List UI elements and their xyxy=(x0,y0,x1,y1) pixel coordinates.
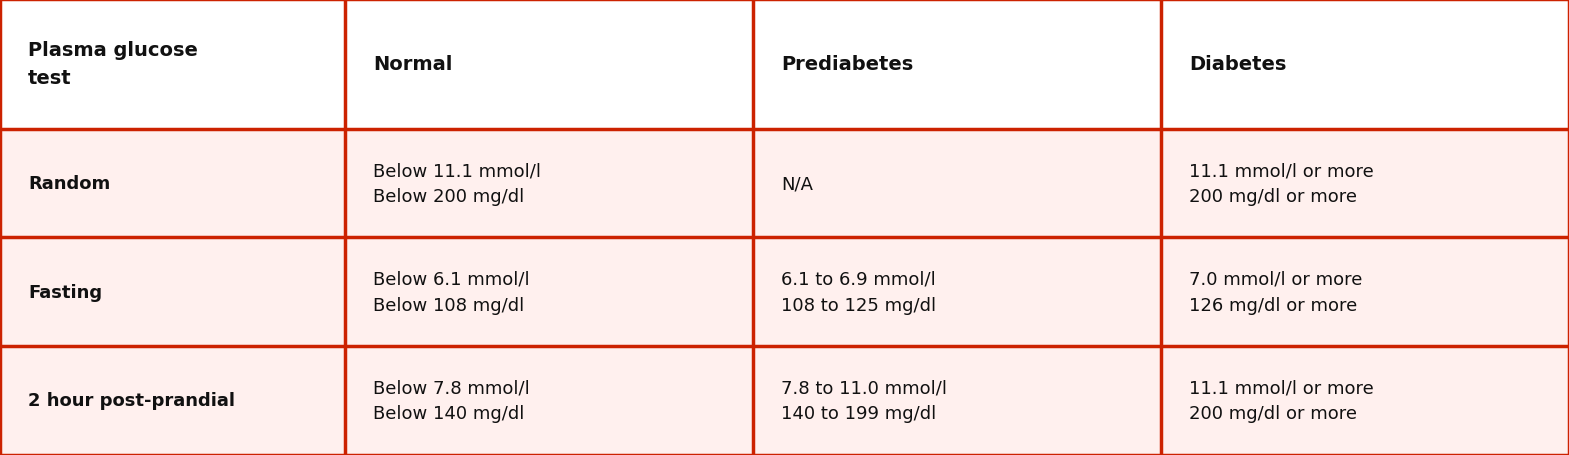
Text: 11.1 mmol/l or more
200 mg/dl or more: 11.1 mmol/l or more 200 mg/dl or more xyxy=(1189,162,1374,206)
Text: Below 7.8 mmol/l
Below 140 mg/dl: Below 7.8 mmol/l Below 140 mg/dl xyxy=(373,378,530,423)
Text: 2 hour post-prandial: 2 hour post-prandial xyxy=(28,391,235,410)
Bar xyxy=(345,238,753,346)
Bar xyxy=(1161,130,1569,238)
Text: 7.8 to 11.0 mmol/l
140 to 199 mg/dl: 7.8 to 11.0 mmol/l 140 to 199 mg/dl xyxy=(781,378,948,423)
Bar xyxy=(0,238,345,346)
Bar xyxy=(0,0,345,130)
Text: Fasting: Fasting xyxy=(28,283,102,301)
Text: Plasma glucose
test: Plasma glucose test xyxy=(28,41,198,88)
Bar xyxy=(1161,346,1569,455)
Bar xyxy=(345,346,753,455)
Bar xyxy=(753,130,1161,238)
Text: Diabetes: Diabetes xyxy=(1189,56,1287,74)
Bar xyxy=(345,0,753,130)
Bar xyxy=(345,130,753,238)
Text: 11.1 mmol/l or more
200 mg/dl or more: 11.1 mmol/l or more 200 mg/dl or more xyxy=(1189,378,1374,423)
Text: Normal: Normal xyxy=(373,56,453,74)
Text: Below 11.1 mmol/l
Below 200 mg/dl: Below 11.1 mmol/l Below 200 mg/dl xyxy=(373,162,541,206)
Text: Random: Random xyxy=(28,175,110,193)
Bar xyxy=(753,238,1161,346)
Text: Prediabetes: Prediabetes xyxy=(781,56,913,74)
Text: Below 6.1 mmol/l
Below 108 mg/dl: Below 6.1 mmol/l Below 108 mg/dl xyxy=(373,270,530,314)
Text: 6.1 to 6.9 mmol/l
108 to 125 mg/dl: 6.1 to 6.9 mmol/l 108 to 125 mg/dl xyxy=(781,270,937,314)
Text: N/A: N/A xyxy=(781,175,813,193)
Bar xyxy=(0,130,345,238)
Bar xyxy=(0,346,345,455)
Bar xyxy=(753,0,1161,130)
Text: 7.0 mmol/l or more
126 mg/dl or more: 7.0 mmol/l or more 126 mg/dl or more xyxy=(1189,270,1363,314)
Bar xyxy=(1161,0,1569,130)
Bar xyxy=(1161,238,1569,346)
Bar xyxy=(753,346,1161,455)
